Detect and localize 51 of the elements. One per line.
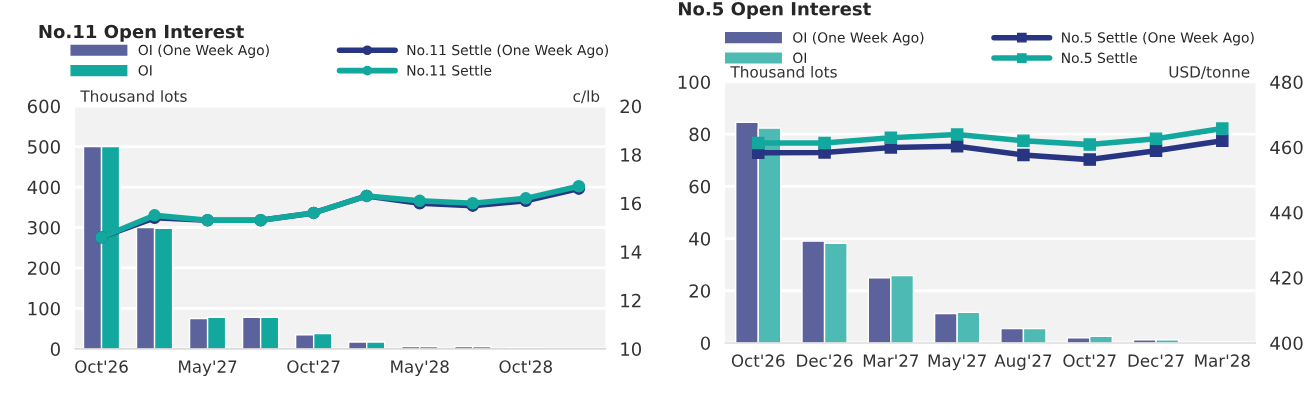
x-tick-label: May'28	[391, 360, 449, 377]
y-axis-title: Thousand lots	[730, 65, 837, 78]
y-tick-label: 400	[27, 180, 60, 195]
legend-label: OI (One Week Ago)	[793, 31, 924, 46]
y-tick-label: 300	[28, 220, 60, 235]
y2-axis-title: c/lb	[573, 90, 600, 104]
x-tick-label: Dec'27	[1128, 354, 1184, 367]
legend-label: OI	[138, 65, 152, 76]
x-tick-label: Oct'26	[75, 360, 128, 373]
y-tick-label: 40	[689, 232, 711, 246]
y2-tick-label: 440	[1270, 205, 1303, 220]
chart-title: No.5 Open Interest	[679, 1, 871, 20]
x-tick-label: May'27	[179, 360, 237, 377]
y2-tick-label: 18	[621, 148, 641, 162]
x-tick-label: Oct'26	[731, 354, 785, 367]
y2-tick-label: 400	[1270, 336, 1303, 351]
y-tick-label: 100	[28, 301, 60, 316]
x-tick-label: Oct'27	[1063, 354, 1116, 367]
y-axis-title: Thousand lots	[80, 90, 187, 102]
y-tick-label: 60	[689, 179, 711, 194]
x-tick-label: Mar'27	[863, 354, 919, 367]
x-tick-label: Oct'27	[287, 360, 340, 373]
y-tick-label: 100	[678, 75, 711, 90]
y2-tick-label: 480	[1270, 75, 1303, 90]
y-tick-label: 0	[700, 336, 711, 351]
x-tick-label: Mar'28	[1195, 354, 1250, 367]
y2-tick-label: 16	[621, 196, 642, 211]
y2-tick-label: 420	[1270, 271, 1303, 285]
y2-tick-label: 14	[621, 245, 642, 259]
y-tick-label: 500	[28, 140, 60, 154]
y2-tick-label: 10	[621, 342, 642, 356]
y-tick-label: 20	[689, 284, 711, 298]
legend-label: OI	[793, 52, 806, 64]
y-tick-label: 80	[689, 127, 711, 142]
y-tick-label: 200	[27, 261, 60, 276]
chart-title: No.11 Open Interest	[39, 24, 244, 42]
legend-label: No.5 Settle	[1062, 52, 1137, 64]
x-tick-label: Aug'27	[994, 354, 1052, 371]
legend-label: No.11 Settle (One Week Ago)	[407, 44, 609, 58]
legend-label: No.11 Settle	[407, 64, 492, 76]
x-tick-label: Oct'28	[499, 360, 552, 373]
x-tick-label: Dec'26	[797, 354, 853, 367]
legend-label: OI (One Week Ago)	[138, 44, 269, 58]
y2-axis-title: USD/tonne	[1169, 66, 1250, 79]
x-tick-label: May'27	[928, 354, 986, 371]
y2-tick-label: 20	[620, 99, 642, 114]
y2-tick-label: 460	[1270, 140, 1303, 155]
legend-label: No.5 Settle (One Week Ago)	[1062, 31, 1254, 46]
y2-tick-label: 12	[621, 293, 641, 308]
y-tick-label: 0	[50, 342, 60, 356]
y-tick-label: 600	[27, 99, 60, 114]
